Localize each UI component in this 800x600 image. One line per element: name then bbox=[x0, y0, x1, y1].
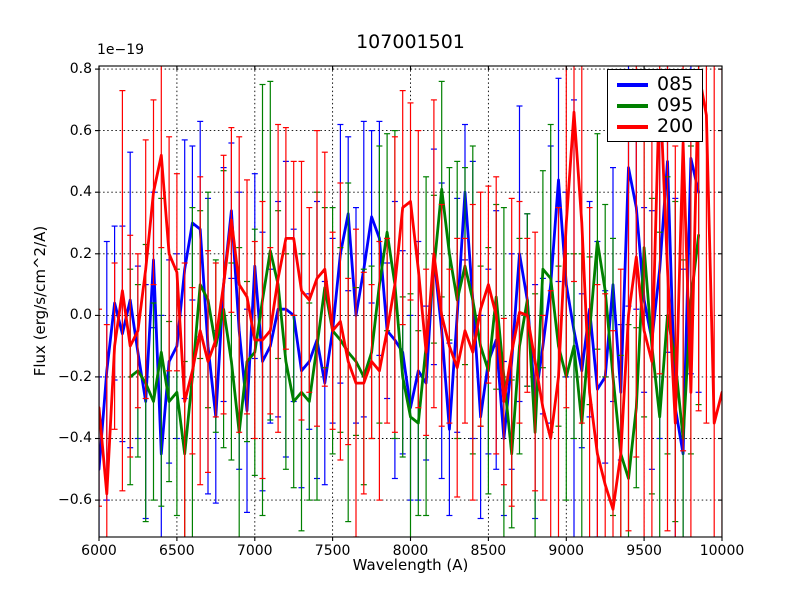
y-tick-label-0.2: 0.2 bbox=[69, 245, 92, 262]
x-tick-label-6500: 6500 bbox=[159, 543, 195, 559]
y-tick-label-0.8: 0.8 bbox=[69, 61, 92, 78]
chart-title: 107001501 bbox=[356, 31, 465, 53]
y-tick-label--0.6: −0.6 bbox=[58, 492, 92, 509]
y-tick-label-0.6: 0.6 bbox=[69, 122, 92, 139]
x-axis-label: Wavelength (A) bbox=[352, 556, 469, 574]
y-tick-label--0.2: −0.2 bbox=[58, 368, 92, 385]
legend: 085 095 200 bbox=[607, 69, 704, 142]
y-tick-label-0: 0.0 bbox=[69, 307, 92, 324]
x-tick-label-10000: 10000 bbox=[699, 543, 745, 559]
legend-label: 095 bbox=[657, 94, 694, 116]
x-tick-label-9500: 9500 bbox=[626, 543, 662, 559]
x-tick-label-9000: 9000 bbox=[548, 543, 585, 559]
legend-item-200: 200 bbox=[617, 116, 693, 137]
legend-line-blue-icon bbox=[617, 82, 648, 87]
legend-item-095: 095 bbox=[617, 95, 693, 116]
x-tick-label-7500: 7500 bbox=[314, 543, 351, 559]
x-tick-label-8000: 8000 bbox=[392, 543, 429, 559]
x-tick-label-7000: 7000 bbox=[236, 543, 273, 559]
y-axis-offset-label: 1e−19 bbox=[97, 42, 145, 58]
legend-label: 085 bbox=[657, 73, 694, 95]
legend-line-red-icon bbox=[617, 124, 648, 129]
x-tick-label-6000: 6000 bbox=[81, 543, 117, 559]
legend-line-green-icon bbox=[617, 103, 648, 108]
y-tick-label--0.4: −0.4 bbox=[58, 430, 92, 447]
y-tick-label-0.4: 0.4 bbox=[69, 184, 92, 201]
legend-label: 200 bbox=[657, 115, 694, 137]
legend-item-085: 085 bbox=[617, 74, 693, 95]
x-tick-label-8500: 8500 bbox=[470, 543, 507, 559]
